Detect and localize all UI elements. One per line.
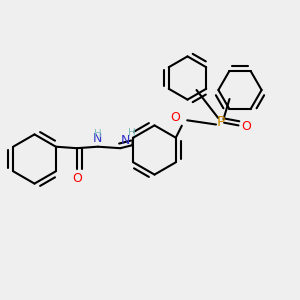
Text: N: N	[121, 134, 130, 147]
Text: P: P	[216, 115, 225, 128]
Text: O: O	[170, 111, 180, 124]
Text: O: O	[72, 172, 82, 185]
Text: H: H	[94, 129, 102, 139]
Text: N: N	[93, 132, 103, 145]
Text: H: H	[128, 128, 136, 138]
Text: O: O	[242, 120, 251, 133]
